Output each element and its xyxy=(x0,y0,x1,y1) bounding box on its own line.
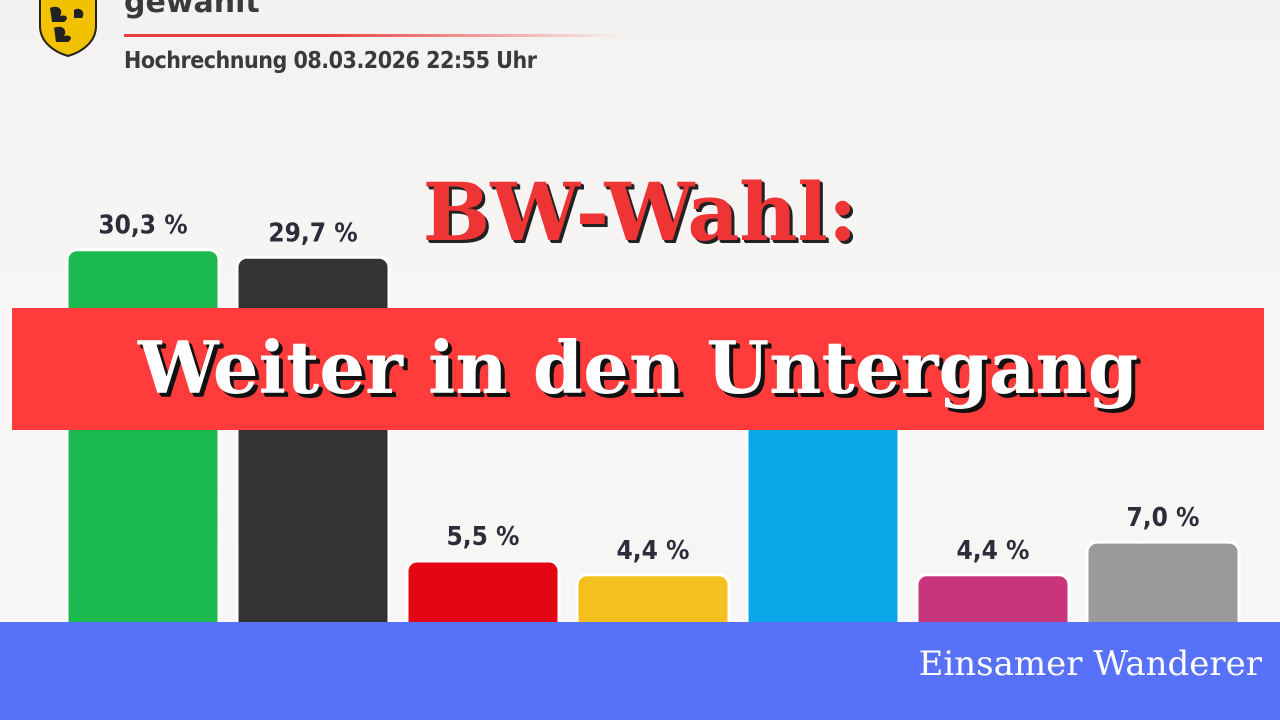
headline-main: Weiter in den Untergang xyxy=(137,325,1139,410)
header-title: gewählt xyxy=(124,0,260,20)
bar-label-2: 29,7 % xyxy=(268,218,357,248)
bar-label-6: 4,4 % xyxy=(956,536,1029,566)
header-subtitle: Hochrechnung 08.03.2026 22:55 Uhr xyxy=(124,48,537,74)
headline-top: BW-Wahl: xyxy=(422,165,858,259)
bar-label-1: 30,3 % xyxy=(98,211,187,241)
bar-5 xyxy=(745,390,901,652)
bar-label-4: 4,4 % xyxy=(616,536,689,566)
coat-of-arms-icon xyxy=(39,0,97,58)
bar-label-3: 5,5 % xyxy=(446,522,519,552)
footer-author: Einsamer Wanderer xyxy=(918,644,1262,684)
headline-banner xyxy=(12,308,1264,430)
bar-label-7: 7,0 % xyxy=(1126,503,1199,533)
header-divider xyxy=(124,34,624,37)
footer-bar xyxy=(0,622,1280,720)
